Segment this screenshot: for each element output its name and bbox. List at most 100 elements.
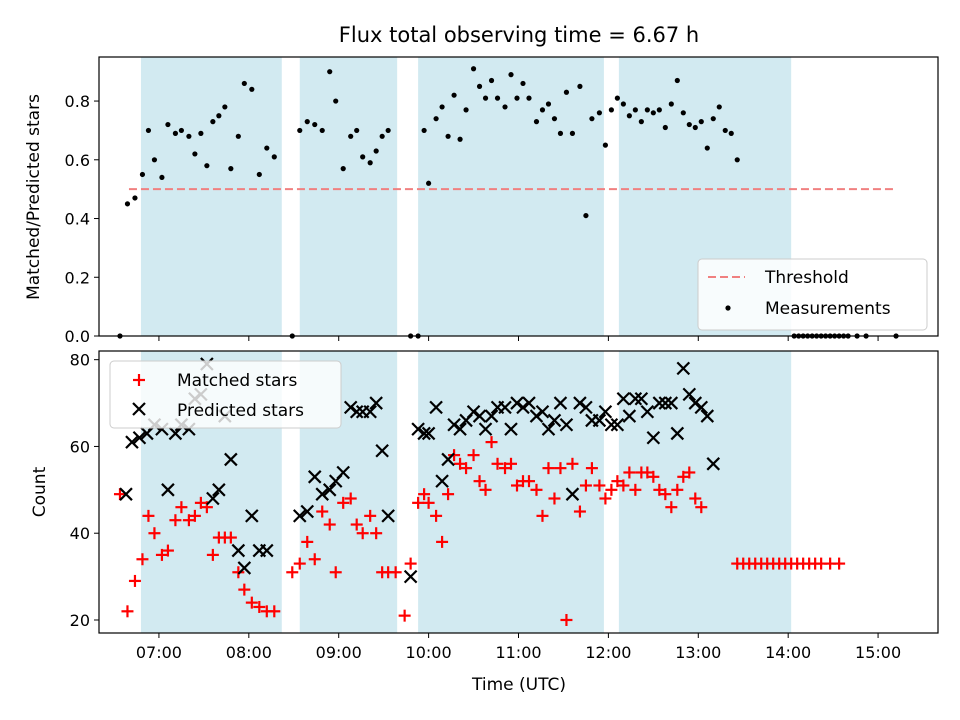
measurement-point: [583, 212, 589, 219]
matched-star-point: [695, 501, 708, 514]
matched-star-point: [245, 596, 258, 609]
measurement-point: [632, 107, 638, 113]
measurement-point: [476, 83, 483, 89]
predicted-star-point: [421, 426, 436, 441]
predicted-legend-label: Predicted stars: [177, 401, 304, 421]
measurement-point: [482, 95, 489, 101]
matched-star-point: [536, 509, 549, 522]
xtick-label: 14:00: [765, 643, 811, 662]
matched-star-point: [505, 457, 518, 470]
xtick-label: 12:00: [585, 643, 631, 662]
measurement-point: [159, 174, 165, 181]
measurement-point: [210, 119, 216, 125]
measurement-point: [502, 104, 508, 110]
matched-star-point: [530, 483, 543, 496]
threshold-legend-label: Threshold: [764, 268, 849, 288]
predicted-star-point: [640, 404, 655, 419]
predicted-star-point: [535, 404, 550, 419]
predicted-star-point: [307, 470, 322, 484]
matched-star-point: [293, 557, 306, 570]
xtick-label: 11:00: [495, 643, 541, 662]
matched-star-point: [485, 436, 498, 449]
predicted-star-point: [132, 430, 147, 445]
predicted-star-point: [403, 569, 418, 584]
predicted-star-point: [417, 426, 431, 441]
predicted-star-point: [224, 452, 238, 467]
measurement-point: [204, 163, 210, 169]
matched-star-point: [479, 483, 492, 496]
predicted-star-point: [676, 361, 691, 376]
predicted-star-point: [363, 404, 377, 419]
predicted-star-point: [682, 387, 697, 402]
bottom-ytick-label: 60: [70, 437, 90, 456]
predicted-star-point: [466, 404, 481, 419]
measurement-point: [340, 166, 346, 172]
xtick-label: 07:00: [136, 643, 182, 662]
measurement-point: [312, 121, 318, 128]
top-ytick-label: 0.2: [65, 268, 90, 287]
predicted-star-point: [322, 483, 337, 497]
top-ytick-label: 0.8: [65, 92, 90, 111]
measurement-point: [457, 136, 463, 142]
predicted-star-point: [559, 417, 574, 432]
matched-star-point: [308, 553, 321, 566]
measurement-point: [716, 104, 722, 110]
predicted-star-point: [510, 396, 524, 410]
matched-star-point: [412, 496, 425, 509]
measurement-point: [297, 127, 303, 134]
predicted-star-point: [300, 504, 315, 519]
measurement-point: [704, 145, 710, 151]
predicted-star-point: [622, 409, 637, 423]
matched-star-point: [473, 475, 486, 488]
predicted-star-point: [212, 483, 226, 497]
predicted-star-point: [484, 409, 499, 423]
top-x-ticks: [158, 336, 879, 341]
predicted-star-point: [628, 391, 643, 406]
measurement-point: [165, 121, 171, 128]
measurement-point: [216, 113, 222, 119]
measurement-points: [117, 66, 899, 339]
top-ytick-label: 0.4: [65, 210, 90, 229]
matched-star-point: [833, 557, 846, 570]
bottom-ytick-label: 20: [70, 611, 90, 630]
measurement-point: [451, 92, 457, 98]
predicted-star-point: [504, 422, 518, 436]
measurement-point: [551, 116, 558, 122]
measurements-legend-swatch: [725, 305, 731, 311]
matched-star-point: [522, 475, 535, 488]
measurement-point: [367, 160, 373, 166]
matched-star-point: [623, 466, 636, 479]
predicted-star-point: [119, 487, 133, 501]
top-shaded-intervals: [140, 57, 792, 336]
matched-star-point: [148, 527, 161, 540]
matched-star-point: [560, 613, 573, 626]
measurement-point: [333, 98, 339, 104]
measurement-point: [186, 133, 192, 139]
predicted-star-point: [453, 422, 467, 436]
predicted-star-point: [429, 400, 443, 415]
measurement-point: [124, 201, 131, 207]
matched-star-point: [206, 548, 219, 561]
measurement-point: [650, 110, 656, 116]
predicted-star-point: [245, 509, 259, 523]
matched-star-point: [542, 462, 555, 475]
x-axis-label: Time (UTC): [471, 675, 566, 695]
matched-star-point: [665, 501, 678, 514]
matched-star-point: [548, 492, 561, 505]
predicted-star-point: [688, 396, 703, 410]
measurement-point: [508, 72, 514, 78]
measurement-point: [734, 157, 740, 163]
matched-star-point: [370, 527, 383, 540]
matched-star-point: [301, 535, 314, 548]
predicted-star-point: [441, 452, 455, 467]
predicted-star-point: [565, 487, 580, 501]
matched-star-point: [253, 600, 266, 613]
matched-star-point: [467, 449, 480, 462]
top-ytick-label: 0.6: [65, 151, 90, 170]
bottom-legend-box: [109, 360, 342, 429]
predicted-star-point: [670, 426, 685, 441]
matched-star-point: [683, 466, 696, 479]
matched-star-point: [389, 566, 402, 579]
measurement-point: [680, 110, 686, 116]
